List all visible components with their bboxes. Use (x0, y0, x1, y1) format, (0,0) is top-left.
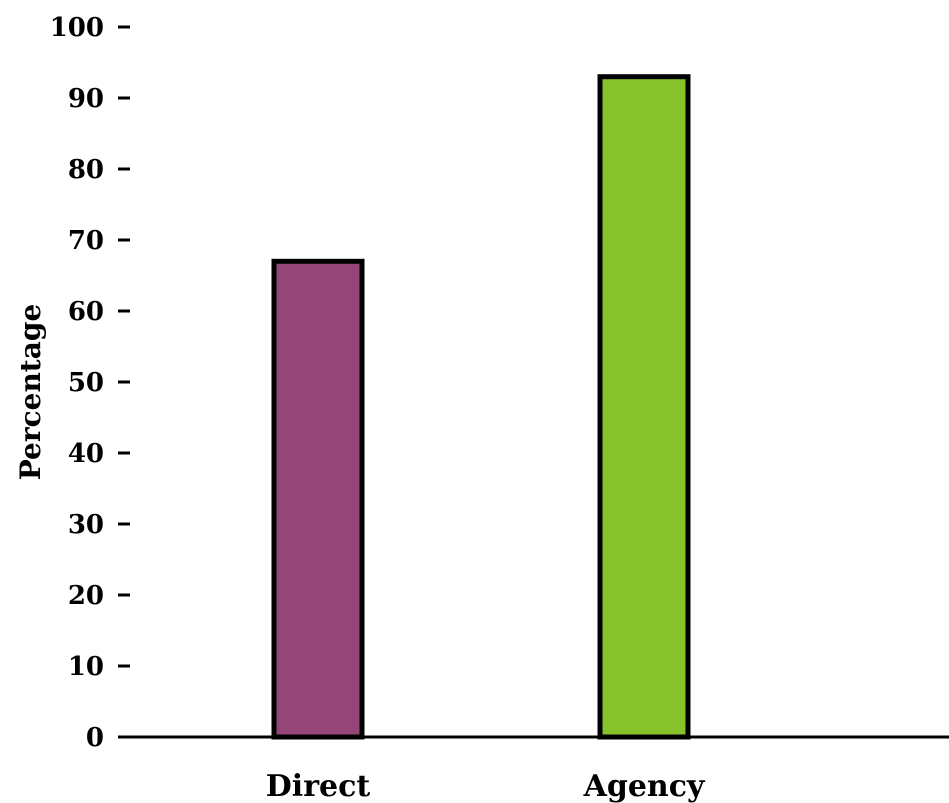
y-tick-label: 90 (68, 84, 104, 114)
x-axis-labels: Direct Agency (266, 769, 706, 803)
bar-agency (597, 74, 691, 740)
y-tick-label: 40 (68, 439, 104, 469)
y-axis-title: Percentage (14, 304, 47, 481)
y-tick-label: 100 (50, 13, 104, 43)
y-tick-label: 70 (68, 226, 104, 256)
y-tick-label: 0 (86, 723, 104, 753)
y-tick-label: 50 (68, 368, 104, 398)
x-category-label-agency: Agency (583, 769, 706, 803)
bars (271, 74, 691, 740)
bar-direct (271, 258, 365, 740)
y-tick-label: 20 (68, 581, 104, 611)
y-tick-label: 80 (68, 155, 104, 185)
y-tick-label: 60 (68, 297, 104, 327)
y-tick-label: 30 (68, 510, 104, 540)
x-category-label-direct: Direct (266, 769, 371, 803)
y-tick-label: 10 (68, 652, 104, 682)
y-axis: 0 10 20 30 40 50 60 70 80 90 100 (50, 13, 130, 753)
